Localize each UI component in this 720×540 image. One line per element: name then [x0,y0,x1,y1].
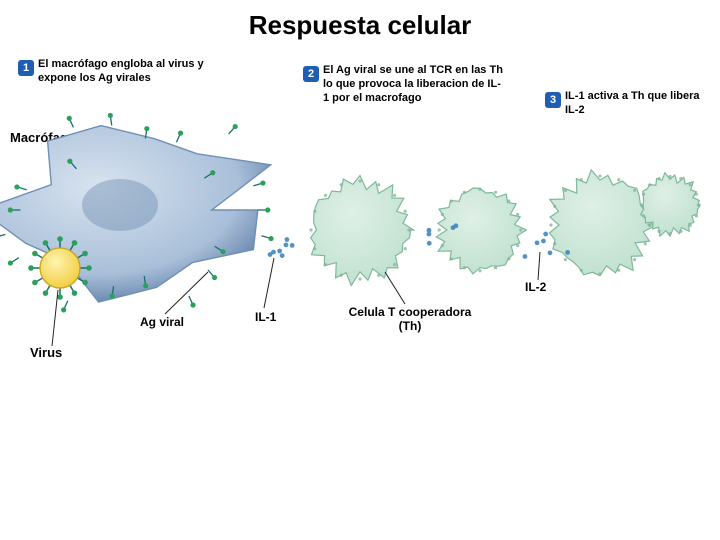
cytokine-dot [268,252,273,257]
macrophage-nucleus [82,179,158,231]
cytokine-dot [523,254,528,259]
leader-line [264,258,274,308]
leader-line [165,272,208,314]
t-cell [311,176,414,286]
leader-line [52,290,58,346]
leader-line [385,272,405,304]
cytokine-dot [543,232,548,237]
diagram-svg [0,0,720,540]
cytokine-dot [290,243,295,248]
cytokine-dot [427,241,432,246]
cytokine-dot [535,240,540,245]
cytokine-dot [548,250,553,255]
virus-body [40,248,80,288]
cytokine-dot [285,237,290,242]
cytokine-dot [284,243,289,248]
cytokine-dot [454,223,459,228]
cytokine-dot [277,249,282,254]
cytokine-dot [427,232,432,237]
cytokine-dot [565,250,570,255]
cytokine-dot [280,253,285,258]
cytokine-dot [541,239,546,244]
leader-line [538,252,540,280]
